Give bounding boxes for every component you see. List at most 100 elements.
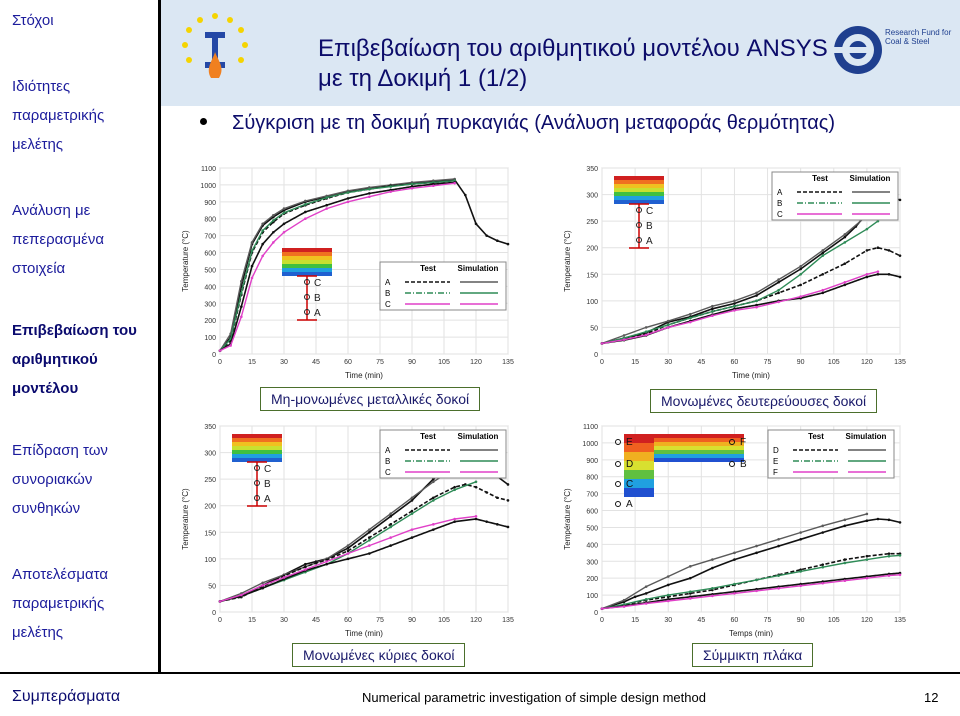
footer-divider — [0, 672, 960, 674]
x-tick-label: 15 — [631, 359, 639, 366]
thermocouple-marker — [615, 481, 621, 487]
y-axis-label: Temperature (°C) — [181, 230, 190, 292]
thermocouple-marker — [254, 495, 260, 501]
y-tick-label: 0 — [594, 352, 598, 359]
series-C-sim-point — [218, 600, 222, 603]
series-C-test-point — [261, 586, 264, 590]
y-tick-label: 500 — [204, 267, 216, 274]
y-tick-label: 200 — [204, 504, 216, 511]
series-E-sim-point — [799, 570, 802, 573]
thermocouple-marker — [729, 461, 735, 467]
section-band — [282, 268, 332, 272]
series-D-test-line — [601, 518, 901, 610]
sidebar-item-conclusions[interactable]: Συμπεράσματα — [12, 688, 121, 705]
x-axis-label: Temps (min) — [729, 629, 773, 638]
series-B-sim-point — [644, 330, 648, 333]
series-C-test-point — [485, 520, 488, 523]
sidebar-item-parametric-properties[interactable]: Ιδιότητες παραμετρικής μελέτης — [12, 78, 105, 153]
y-tick-label: 300 — [586, 193, 598, 200]
y-tick-label: 250 — [204, 477, 216, 484]
series-B-test-point — [304, 565, 307, 569]
series-E-test-point — [887, 552, 891, 555]
section-band — [614, 176, 664, 180]
series-C-sim-point — [600, 342, 604, 345]
y-tick-label: 1100 — [583, 424, 598, 431]
series-A-test-point — [843, 235, 847, 239]
series-E-sim-point — [821, 565, 825, 569]
series-C-sim-point — [240, 315, 243, 319]
legend: Test Simulation ABC — [771, 171, 899, 221]
section-band — [282, 272, 332, 276]
x-tick-label: 45 — [697, 359, 705, 366]
series-D-sim-point — [755, 544, 758, 548]
series-B-test-point — [453, 485, 456, 489]
section-band — [282, 248, 332, 252]
series-B-sim-point — [368, 187, 371, 191]
y-tick-label: 700 — [204, 234, 216, 241]
series-C-test-point — [368, 192, 371, 195]
series-B-sim-point — [261, 229, 264, 232]
series-E-sim-point — [688, 590, 692, 594]
section-band — [232, 434, 282, 438]
slab-band — [624, 479, 654, 488]
bullet-text: Σύγκριση με τη δοκιμή πυρκαγιάς (Ανάλυση… — [232, 112, 836, 134]
series-D-sim-point — [711, 558, 714, 561]
sidebar-item-goals[interactable]: Στόχοι — [12, 12, 54, 29]
x-tick-label: 135 — [502, 359, 514, 366]
series-D-test-point — [711, 566, 714, 570]
x-tick-label: 135 — [502, 617, 514, 624]
x-tick-label: 90 — [797, 617, 805, 624]
x-tick-label: 90 — [408, 359, 416, 366]
series-E-sim-point — [644, 598, 648, 601]
x-tick-label: 0 — [218, 617, 222, 624]
series-A-sim-point — [410, 496, 414, 500]
event-logo — [182, 13, 248, 78]
series-E-test-point — [821, 563, 825, 566]
caption-insulated-secondary-beams: Μονωμένες δευτερεύουσες δοκοί — [650, 389, 878, 413]
section-label: C — [264, 464, 271, 475]
series-F-sim-point — [644, 602, 648, 605]
series-A-sim-point — [282, 207, 286, 210]
series-A-test-point — [464, 193, 467, 197]
series-A-test-point — [777, 280, 780, 284]
caption-uninsulated-beams: Μη-μονωμένες μεταλλικές δοκοί — [260, 387, 481, 411]
series-A-test-point — [410, 499, 414, 502]
series-E-sim-point — [898, 554, 902, 557]
series-D-test-point — [644, 592, 648, 595]
legend-row-label: E — [773, 457, 778, 466]
series-A-test-point — [898, 198, 902, 202]
x-tick-label: 75 — [764, 617, 772, 624]
legend-header-sim: Simulation — [846, 432, 887, 441]
sidebar-item-model-verification[interactable]: Επιβεβαίωση του αριθμητικού μοντέλου — [12, 322, 137, 397]
series-B-sim-point — [432, 499, 435, 502]
section-band — [282, 260, 332, 264]
slab-band — [624, 434, 654, 443]
series-A-test-point — [368, 530, 371, 534]
y-tick-label: 250 — [586, 219, 598, 226]
series-B-sim-point — [755, 299, 758, 303]
sidebar-item-boundary-effects[interactable]: Επίδραση των συνοριακών συνθηκών — [12, 442, 108, 517]
legend-row-label: B — [777, 199, 782, 208]
series-B-test-point — [432, 496, 435, 500]
series-C-sim-point — [218, 349, 222, 352]
plot-area — [219, 167, 509, 355]
sidebar-item-results[interactable]: Αποτελέσματα παραμετρικής μελέτης — [12, 566, 109, 641]
series-D-sim-point — [733, 551, 736, 555]
chart-uninsulated-beams: 0 100 200 300 400 500 600 700 800 900 1000 1100 0 15 3… — [181, 166, 514, 380]
y-axis-label: Temperature (°C) — [181, 488, 190, 550]
series-B-test-point — [821, 272, 825, 276]
legend-header-sim: Simulation — [458, 264, 499, 273]
series-A-sim-point — [777, 278, 780, 281]
series-A-test-point — [711, 307, 714, 311]
section-inset: CBA — [232, 434, 282, 507]
series-F-sim-point — [843, 579, 847, 583]
slab-band — [624, 443, 654, 452]
series-D-sim-point — [821, 524, 825, 528]
section-band — [614, 180, 664, 184]
series-A-sim-point — [666, 319, 670, 323]
chart-insulated-secondary-beams: 0 50 100 150 200 250 300 350 0 15 30 45 60 75 90 105 120… — [563, 166, 906, 380]
sidebar-item-fe-analysis[interactable]: Ανάλυση με πεπερασμένα στοιχεία — [12, 202, 105, 277]
series-D-sim-point — [644, 585, 648, 588]
series-B-sim-point — [389, 525, 392, 529]
section-band — [282, 252, 332, 256]
